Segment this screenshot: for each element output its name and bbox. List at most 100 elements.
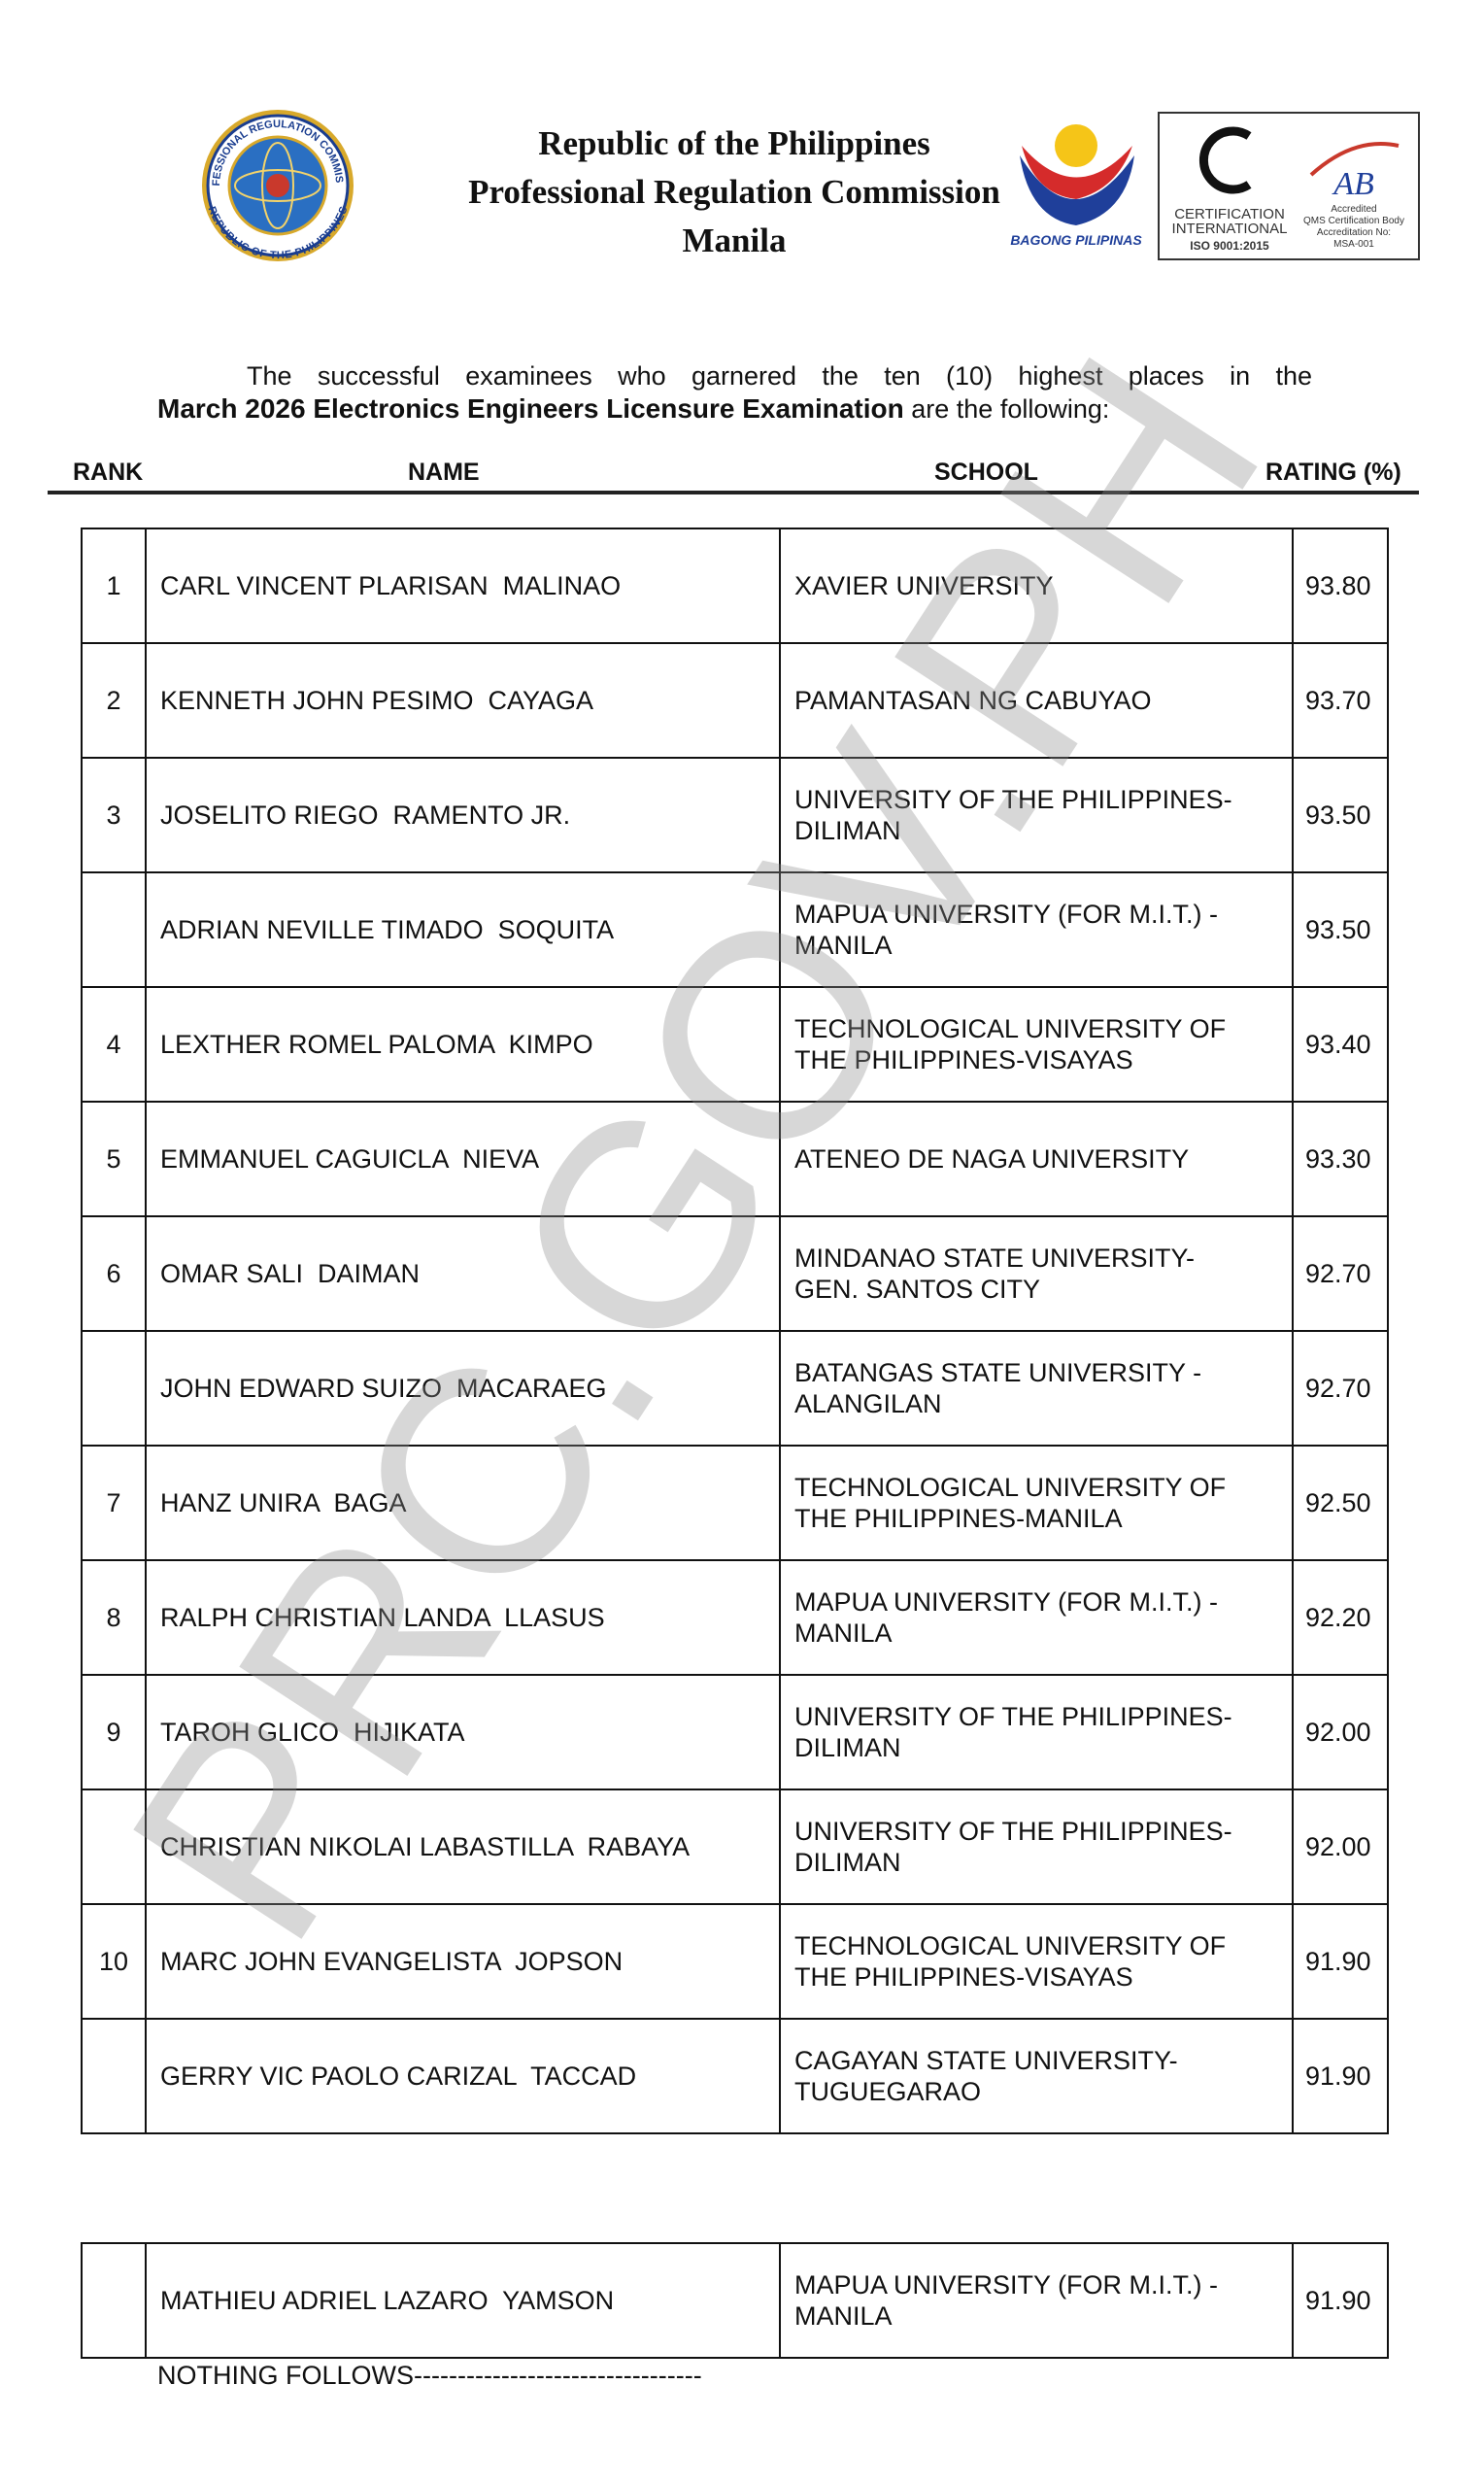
intro-rest: are the following: xyxy=(911,394,1110,424)
name-cell: MATHIEU ADRIEL LAZARO YAMSON xyxy=(145,2242,781,2359)
table-row: ADRIAN NEVILLE TIMADO SOQUITA MAPUA UNIVE… xyxy=(81,871,1389,988)
header-rule xyxy=(48,491,1419,494)
school-line: ATENEO DE NAGA UNIVERSITY xyxy=(794,1144,1190,1174)
sun xyxy=(1055,124,1097,167)
table-row: 6 OMAR SALI DAIMAN MINDANAO STATE UNIVERSI… xyxy=(81,1215,1389,1332)
name-cell: GERRY VIC PAOLO CARIZAL TACCAD xyxy=(145,2018,781,2134)
school-line: ALANGILAN xyxy=(794,1389,942,1418)
rating-cell: 93.70 xyxy=(1292,642,1389,759)
name-cell: JOHN EDWARD SUIZO MACARAEG xyxy=(145,1330,781,1447)
rating-cell: 93.50 xyxy=(1292,871,1389,988)
seal-orbit xyxy=(234,169,321,202)
rating-cell: 91.90 xyxy=(1292,2242,1389,2359)
cert-text: CERTIFICATION xyxy=(1174,206,1285,222)
name-cell: TAROH GLICO HIJIKATA xyxy=(145,1674,781,1790)
rank-cell: 9 xyxy=(81,1674,147,1790)
rank-cell: 7 xyxy=(81,1445,147,1561)
rank-cell: 4 xyxy=(81,986,147,1103)
table-row: 9 TAROH GLICO HIJIKATA UNIVERSITY OF THE P… xyxy=(81,1674,1389,1790)
name-cell: ADRIAN NEVILLE TIMADO SOQUITA xyxy=(145,871,781,988)
pab-logo: AB xyxy=(1332,166,1374,202)
cert-text: ISO 9001:2015 xyxy=(1190,239,1269,253)
extra-table: MATHIEU ADRIEL LAZARO YAMSON MAPUA UNIVER… xyxy=(81,2242,1389,2359)
rating-cell: 92.50 xyxy=(1292,1445,1389,1561)
school-line: TECHNOLOGICAL UNIVERSITY OF xyxy=(794,1473,1227,1502)
intro-bold: March 2026 Electronics Engineers Licensu… xyxy=(157,393,904,424)
table-row: 7 HANZ UNIRA BAGA TECHNOLOGICAL UNIVERSITY… xyxy=(81,1445,1389,1561)
school-cell: PAMANTASAN NG CABUYAO xyxy=(779,642,1294,759)
cert-c xyxy=(1198,126,1252,194)
school-line: THE PHILIPPINES-VISAYAS xyxy=(794,1962,1133,1992)
school-cell: UNIVERSITY OF THE PHILIPPINES- DILIMAN xyxy=(779,1674,1294,1790)
column-header: RATING (%) xyxy=(1265,459,1401,486)
rating-cell: 91.90 xyxy=(1292,2018,1389,2134)
bagong-label: BAGONG PILIPINAS xyxy=(1010,232,1142,248)
school-cell: MAPUA UNIVERSITY (FOR M.I.T.) - MANILA xyxy=(779,1559,1294,1676)
school-line: THE PHILIPPINES-VISAYAS xyxy=(794,1045,1133,1074)
name-cell: EMMANUEL CAGUICLA NIEVA xyxy=(145,1101,781,1217)
school-cell: ATENEO DE NAGA UNIVERSITY xyxy=(779,1101,1294,1217)
name-cell: CHRISTIAN NIKOLAI LABASTILLA RABAYA xyxy=(145,1789,781,1905)
school-line: DILIMAN xyxy=(794,1848,901,1877)
rank-cell xyxy=(81,1330,147,1447)
rank-cell xyxy=(81,2242,147,2359)
header-line: Republic of the Philippines xyxy=(538,124,930,162)
rank-cell: 6 xyxy=(81,1215,147,1332)
rank-cell xyxy=(81,2018,147,2134)
pab-text: MSA-001 xyxy=(1333,239,1374,250)
school-line: MANILA xyxy=(794,1618,893,1648)
school-line: TUGUEGARAO xyxy=(794,2077,982,2106)
header-line: Manila xyxy=(682,221,787,259)
table-row: 10 MARC JOHN EVANGELISTA JOPSON TECHNOLOGI… xyxy=(81,1903,1389,2020)
school-line: CAGAYAN STATE UNIVERSITY- xyxy=(794,2046,1178,2075)
school-cell: MAPUA UNIVERSITY (FOR M.I.T.) - MANILA xyxy=(779,2242,1294,2359)
school-line: MAPUA UNIVERSITY (FOR M.I.T.) - xyxy=(794,2270,1219,2300)
school-cell: TECHNOLOGICAL UNIVERSITY OF THE PHILIPPIN… xyxy=(779,986,1294,1103)
rating-cell: 93.30 xyxy=(1292,1101,1389,1217)
rank-cell: 1 xyxy=(81,528,147,644)
swoosh-red xyxy=(1022,146,1132,199)
rating-cell: 91.90 xyxy=(1292,1903,1389,2020)
rating-cell: 92.70 xyxy=(1292,1215,1389,1332)
school-line: UNIVERSITY OF THE PHILIPPINES- xyxy=(794,785,1232,814)
rank-cell: 2 xyxy=(81,642,147,759)
school-line: MINDANAO STATE UNIVERSITY- xyxy=(794,1244,1196,1273)
column-header: RANK xyxy=(73,459,144,486)
table-row: 4 LEXTHER ROMEL PALOMA KIMPO TECHNOLOGICAL… xyxy=(81,986,1389,1103)
table-row: GERRY VIC PAOLO CARIZAL TACCAD CAGAYAN ST… xyxy=(81,2018,1389,2134)
school-line: MAPUA UNIVERSITY (FOR M.I.T.) - xyxy=(794,1587,1219,1617)
seal-core xyxy=(266,174,289,197)
rating-cell: 92.20 xyxy=(1292,1559,1389,1676)
table-row: JOHN EDWARD SUIZO MACARAEG BATANGAS STATE… xyxy=(81,1330,1389,1447)
intro-line: The successful examinees who garnered th… xyxy=(247,361,1312,391)
table-row: MATHIEU ADRIEL LAZARO YAMSON MAPUA UNIVER… xyxy=(81,2242,1389,2359)
school-line: THE PHILIPPINES-MANILA xyxy=(794,1504,1123,1533)
rating-cell: 93.40 xyxy=(1292,986,1389,1103)
rating-cell: 92.00 xyxy=(1292,1789,1389,1905)
school-line: BATANGAS STATE UNIVERSITY - xyxy=(794,1358,1202,1387)
pab-text: Accredited xyxy=(1331,204,1376,215)
rating-cell: 92.00 xyxy=(1292,1674,1389,1790)
school-line: XAVIER UNIVERSITY xyxy=(794,571,1054,600)
cert-text: INTERNATIONAL xyxy=(1172,221,1288,237)
table-row: 5 EMMANUEL CAGUICLA NIEVA ATENEO DE NAGA U… xyxy=(81,1101,1389,1217)
school-line: MANILA xyxy=(794,2301,893,2331)
results-table: 1 CARL VINCENT PLARISAN MALINAO XAVIER UNI… xyxy=(81,528,1389,2134)
header-line: Professional Regulation Commission xyxy=(468,173,1000,211)
cert-box xyxy=(1158,112,1420,260)
table-row: CHRISTIAN NIKOLAI LABASTILLA RABAYA UNIVE… xyxy=(81,1789,1389,1905)
school-cell: CAGAYAN STATE UNIVERSITY- TUGUEGARAO xyxy=(779,2018,1294,2134)
swoosh-blue xyxy=(1020,155,1134,225)
rating-cell: 93.50 xyxy=(1292,757,1389,873)
logos: PROFESSIONAL REGULATION COMMISSION REPUB… xyxy=(0,0,1420,261)
column-header: NAME xyxy=(408,459,480,486)
intro-line: March 2026 Electronics Engineers Licensu… xyxy=(157,393,1109,425)
school-cell: XAVIER UNIVERSITY xyxy=(779,528,1294,644)
pab-text: Accreditation No: xyxy=(1317,227,1391,238)
school-line: DILIMAN xyxy=(794,1733,901,1762)
name-cell: RALPH CHRISTIAN LANDA LLASUS xyxy=(145,1559,781,1676)
school-line: MAPUA UNIVERSITY (FOR M.I.T.) - xyxy=(794,900,1219,929)
school-line: UNIVERSITY OF THE PHILIPPINES- xyxy=(794,1702,1232,1731)
footer-note: NOTHING FOLLOWS-------------------------… xyxy=(157,2361,702,2390)
name-cell: CARL VINCENT PLARISAN MALINAO xyxy=(145,528,781,644)
